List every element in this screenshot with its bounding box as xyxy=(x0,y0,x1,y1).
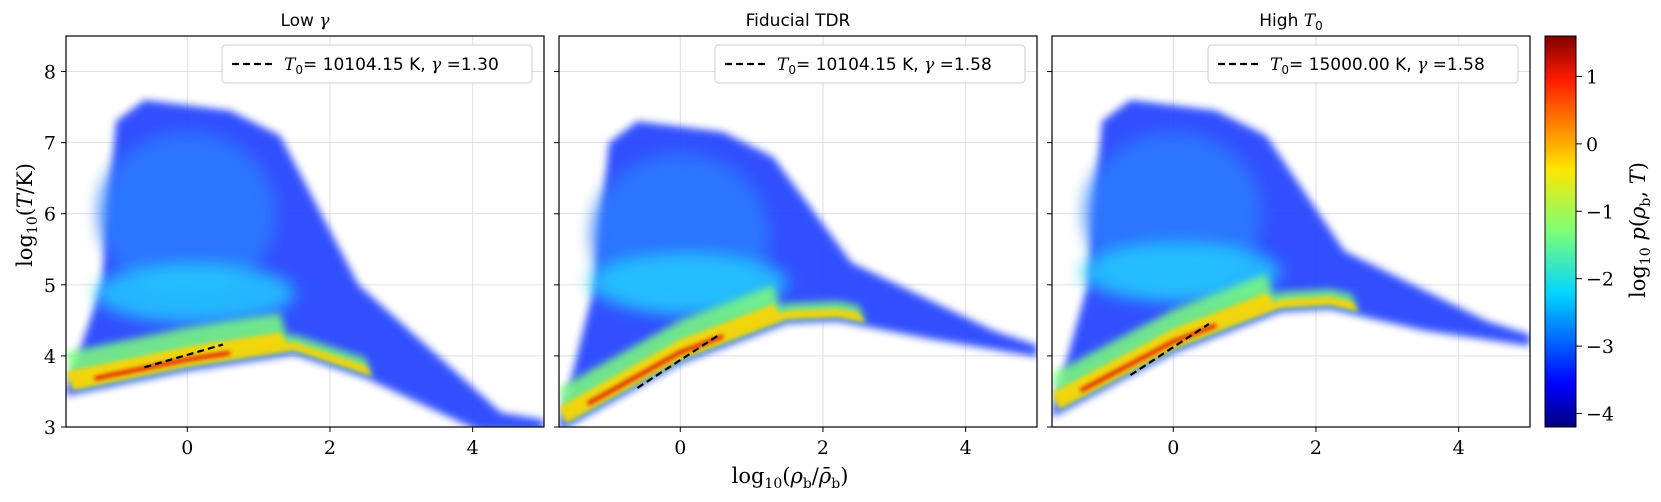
density-ridge-yellow xyxy=(559,304,866,424)
legend-box xyxy=(221,44,533,84)
x-tick-label: 0 xyxy=(674,437,686,459)
density-warm-band xyxy=(1080,242,1281,303)
legend-box xyxy=(1207,44,1519,84)
x-tick-label: 4 xyxy=(1453,437,1465,459)
x-tick-label: 2 xyxy=(324,437,336,459)
y-tick-label: 5 xyxy=(44,275,56,297)
x-tick-label: 4 xyxy=(960,437,972,459)
density-field xyxy=(1052,99,1530,418)
legend: T0= 10104.15 K, γ =1.30 xyxy=(221,44,533,84)
density-ridge-red xyxy=(586,334,724,406)
fit-line xyxy=(144,343,224,369)
y-tick-label: 6 xyxy=(44,204,56,226)
colorbar-gradient xyxy=(1544,35,1577,428)
density-field xyxy=(66,99,544,427)
panel-title: Fiducial TDR xyxy=(746,11,851,31)
y-tick-label: 4 xyxy=(44,346,56,368)
x-tick-label: 2 xyxy=(817,437,829,459)
fit-line xyxy=(1129,322,1210,377)
x-axis-label: log10(ρb/ρ̄b) xyxy=(732,464,849,492)
colorbar-tick-label: −2 xyxy=(1586,269,1614,291)
panel-2: 0 2 4 Fiducial TDR T0= 10104.15 K, γ =1.58 xyxy=(554,11,1038,459)
density-ridge-yellow xyxy=(1052,293,1359,410)
panel-title: High T0 xyxy=(1259,11,1322,33)
y-tick-label: 3 xyxy=(44,417,56,439)
x-tick-label: 0 xyxy=(181,437,193,459)
density-warm-band xyxy=(94,263,295,324)
colorbar-tick-label: −3 xyxy=(1586,336,1614,358)
legend-label: T0= 15000.00 K, γ =1.58 xyxy=(1270,55,1485,77)
y-tick-label: 8 xyxy=(44,62,56,84)
legend-label: T0= 10104.15 K, γ =1.30 xyxy=(284,55,499,77)
legend: T0= 15000.00 K, γ =1.58 xyxy=(1207,44,1519,84)
panel-3: 0 2 4 High T0 T0= 15000.00 K, γ =1.58 xyxy=(1047,11,1531,459)
axes-frame xyxy=(558,35,1038,428)
colorbar-label: log10 p(ρb, T) xyxy=(1626,162,1654,298)
density-ridge-yellow xyxy=(66,332,373,390)
density-warm-band xyxy=(587,252,788,313)
fit-line xyxy=(636,333,721,389)
y-axis-label: log10(T/K) xyxy=(13,163,41,267)
density-inner xyxy=(98,131,277,296)
colorbar-tick-label: 1 xyxy=(1586,66,1598,88)
legend: T0= 10104.15 K, γ =1.58 xyxy=(714,44,1026,84)
panel-title: Low γ xyxy=(280,11,330,31)
axes-frame xyxy=(1051,35,1531,428)
colorbar-tick-label: 0 xyxy=(1586,134,1598,156)
legend-box xyxy=(714,44,1026,84)
colorbar-tick-label: −4 xyxy=(1586,404,1614,426)
x-tick-label: 2 xyxy=(1310,437,1322,459)
x-tick-label: 4 xyxy=(467,437,479,459)
colorbar: 1 0 −1 −2 −3 −4 log10 p(ρb, T) xyxy=(1544,35,1654,428)
legend-label: T0= 10104.15 K, γ =1.58 xyxy=(777,55,992,77)
x-tick-label: 0 xyxy=(1167,437,1179,459)
y-tick-label: 7 xyxy=(44,133,56,155)
panel-1: 0 2 4 3 4 5 6 7 8 Low γ T0= 10104.15 K, γ =1.30 xyxy=(44,11,545,459)
density-field xyxy=(559,121,1037,427)
colorbar-tick-label: −1 xyxy=(1586,201,1614,223)
axes-frame xyxy=(65,35,545,428)
density-ridge-red xyxy=(94,350,231,381)
density-ridge-red xyxy=(1079,323,1217,393)
